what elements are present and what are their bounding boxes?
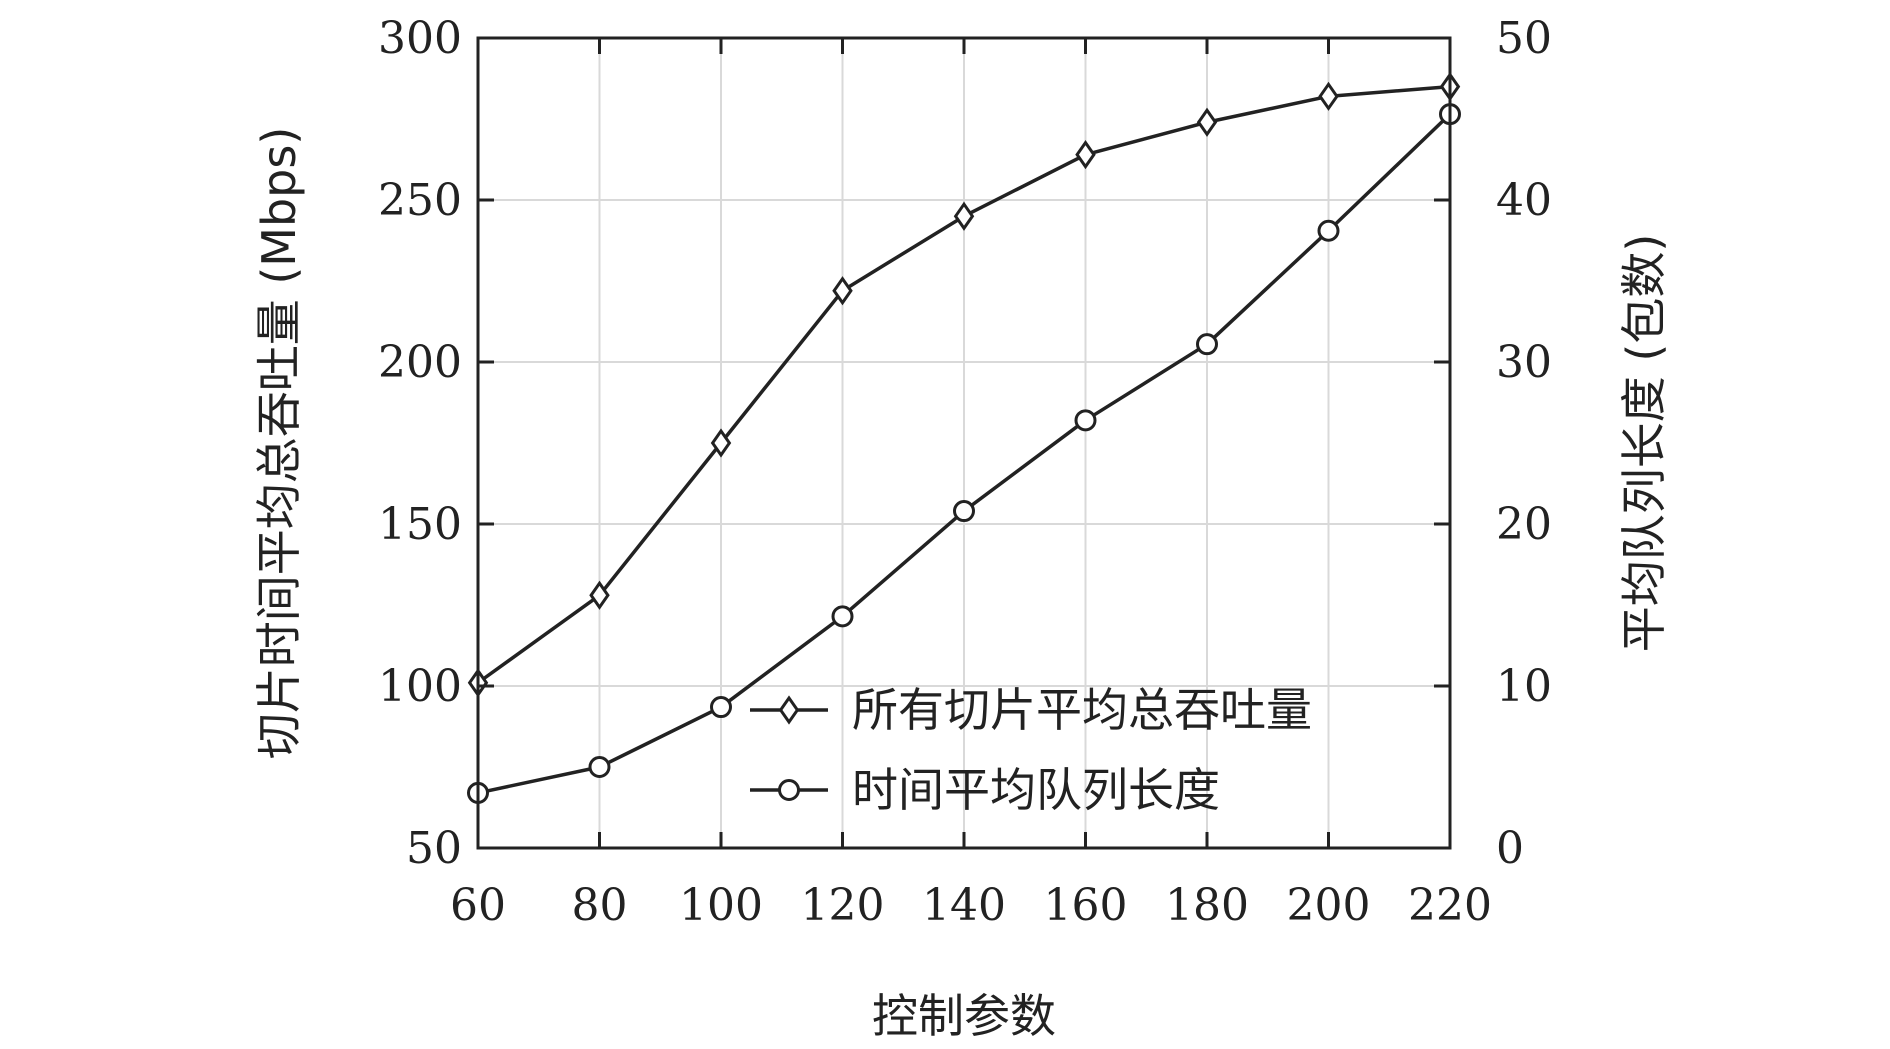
legend-marker-circle: [778, 779, 800, 801]
data-point-circle: [588, 756, 611, 778]
data-point-diamond: [1075, 140, 1096, 170]
data-point-circle: [710, 696, 732, 719]
y-tick-label-right: 10: [1496, 661, 1552, 712]
y-axis-title-left: 切片时间平均总吞吐量 (Mbps): [252, 127, 306, 760]
x-tick-label: 120: [801, 880, 885, 931]
x-tick-label: 100: [679, 880, 763, 931]
y-tick-label-left: 250: [378, 175, 462, 226]
legend-entry-throughput: 所有切片平均总吞吐量: [750, 683, 1312, 737]
y-tick-label-right: 0: [1496, 823, 1524, 874]
x-tick-label: 180: [1165, 880, 1249, 931]
data-point-circle: [1317, 219, 1340, 242]
data-point-diamond: [832, 276, 853, 306]
x-tick-label: 80: [572, 880, 628, 931]
y-tick-label-left: 100: [378, 661, 462, 712]
y-tick-label-left: 200: [378, 337, 462, 388]
x-tick-label: 220: [1408, 880, 1492, 931]
y-tick-label-right: 20: [1496, 499, 1552, 550]
y-tick-label-right: 40: [1496, 175, 1552, 226]
data-point-diamond: [953, 201, 975, 231]
data-point-diamond: [1318, 81, 1339, 111]
data-point-diamond: [1196, 107, 1218, 137]
y-axis-title-right: 平均队列长度 (包数): [1617, 234, 1671, 653]
x-axis-title: 控制参数: [872, 989, 1056, 1043]
data-point-diamond: [710, 428, 732, 458]
series-layer: [467, 71, 1461, 804]
legend-entry-queue-length: 时间平均队列长度: [750, 763, 1220, 817]
legend-label-throughput: 所有切片平均总吞吐量: [852, 683, 1312, 737]
legend: 所有切片平均总吞吐量 时间平均队列长度: [750, 683, 1312, 817]
y-tick-label-right: 50: [1496, 13, 1552, 64]
y-tick-label-left: 50: [406, 823, 462, 874]
x-tick-label: 160: [1044, 880, 1128, 931]
data-point-diamond: [589, 580, 610, 610]
x-tick-label: 140: [922, 880, 1006, 931]
y-tick-label-left: 150: [378, 499, 462, 550]
y-tick-label-left: 300: [378, 13, 462, 64]
y-tick-label-right: 30: [1496, 337, 1552, 388]
data-point-circle: [831, 605, 854, 628]
tick-labels-layer: 60 80 100 120 140 160 180 200 220501001502002503…: [378, 13, 1552, 931]
x-tick-label: 200: [1287, 880, 1371, 931]
legend-marker-diamond: [778, 695, 800, 725]
legend-label-queue-length: 时间平均队列长度: [852, 763, 1220, 817]
data-point-circle: [1074, 409, 1097, 432]
data-point-circle: [1196, 333, 1218, 356]
x-tick-label: 60: [450, 880, 506, 931]
grid-layer: [478, 38, 1450, 848]
data-point-circle: [953, 500, 975, 523]
ticks-layer: [476, 36, 1452, 850]
